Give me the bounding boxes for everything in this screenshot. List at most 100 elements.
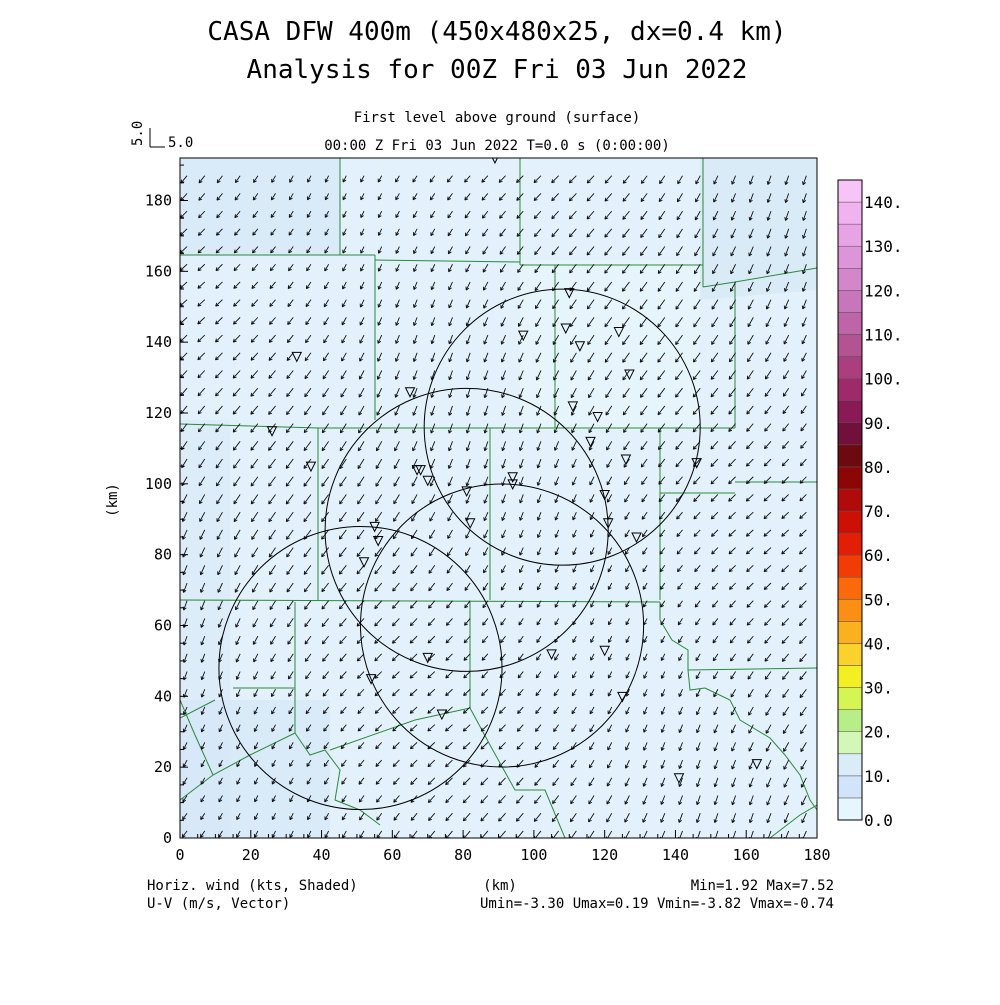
wind-vector: [694, 228, 701, 239]
wind-vector: [586, 299, 595, 310]
wind-vector: [500, 600, 506, 609]
wind-vector: [766, 813, 772, 824]
wind-vector: [324, 795, 330, 803]
wind-vector: [711, 281, 719, 292]
wind-vector: [534, 724, 542, 732]
wind-vector: [197, 387, 206, 397]
wind-vector: [321, 600, 329, 610]
wind-vector: [516, 795, 524, 804]
wind-vector: [236, 706, 241, 715]
wind-vector: [338, 547, 347, 558]
wind-vector: [678, 795, 683, 805]
wind-vector: [728, 582, 736, 590]
wind-vector: [500, 635, 506, 644]
wind-vector: [590, 618, 595, 626]
wind-vector: [268, 547, 276, 558]
wind-vector: [500, 582, 506, 591]
colorbar-segment: [837, 268, 863, 291]
wind-vector: [607, 671, 613, 679]
wind-vector: [376, 423, 383, 434]
wind-vector: [481, 210, 489, 219]
wind-vector: [747, 317, 754, 328]
wind-vector: [340, 370, 347, 380]
colorbar-label: 40.: [864, 634, 893, 653]
wind-vector: [534, 263, 542, 274]
wind-vector: [356, 529, 365, 540]
wind-vector: [446, 565, 453, 574]
wind-vector: [571, 724, 577, 733]
wind-vector: [200, 635, 206, 646]
wind-vector: [339, 618, 347, 627]
wind-vector: [695, 795, 701, 806]
colorbar-segment: [837, 223, 863, 247]
wind-vector: [748, 742, 754, 752]
wind-vector: [712, 264, 719, 275]
wind-vector: [464, 193, 471, 201]
colorbar-segment: [837, 179, 863, 203]
wind-vector: [448, 405, 453, 416]
wind-vector: [215, 317, 223, 325]
wind-vector: [570, 795, 577, 805]
wind-vector: [572, 547, 577, 556]
wind-vector: [658, 193, 666, 203]
wind-vector: [552, 742, 560, 751]
wind-vector: [534, 281, 542, 292]
wind-vector: [640, 405, 648, 416]
wind-vector: [782, 706, 790, 716]
wind-vector: [322, 688, 329, 697]
wind-vector: [430, 317, 436, 327]
wind-vector: [285, 441, 294, 451]
wind-vector: [356, 511, 365, 522]
wind-vector: [606, 812, 613, 823]
wind-vector: [447, 228, 453, 237]
wind-vector: [356, 653, 365, 662]
wind-vector: [430, 210, 436, 219]
wind-vector: [463, 671, 471, 679]
wind-vector: [483, 317, 489, 327]
wind-vector: [218, 759, 223, 768]
wind-vector: [321, 635, 329, 645]
wind-vector: [639, 334, 648, 346]
station-marker: [673, 773, 685, 784]
wind-vector: [518, 600, 524, 608]
colorbar-segment: [837, 576, 863, 600]
wind-vector: [589, 706, 595, 715]
wind-vector: [604, 299, 613, 310]
wind-vector: [535, 688, 542, 697]
wind-vector: [377, 210, 383, 218]
wind-vector: [251, 529, 259, 540]
wind-vector: [766, 210, 772, 221]
wind-vector: [448, 264, 453, 273]
wind-vector: [286, 352, 294, 362]
colorbar-label: 30.: [864, 679, 893, 698]
y-tick-label: 140: [145, 333, 172, 351]
wind-vector: [197, 334, 206, 343]
wind-vector: [250, 334, 259, 343]
station-marker: [567, 401, 579, 413]
wind-vector: [339, 635, 347, 645]
wind-vector: [198, 458, 206, 469]
wind-vector: [712, 618, 719, 626]
wind-vector: [483, 299, 489, 309]
wind-vector: [657, 263, 666, 274]
wind-vector: [462, 706, 471, 714]
wind-vector: [660, 813, 666, 823]
wind-vector: [429, 175, 436, 183]
colorbar-segment: [837, 356, 863, 379]
wind-vector: [729, 334, 736, 345]
wind-vector: [586, 281, 595, 292]
wind-vector: [783, 759, 790, 770]
wind-vector: [288, 210, 294, 218]
wind-vector: [236, 759, 241, 768]
wind-vector: [571, 405, 577, 416]
wind-vector: [218, 812, 223, 820]
wind-vector: [357, 688, 365, 697]
x-tick-label: 20: [242, 846, 260, 864]
wind-vector: [483, 423, 489, 434]
wind-vector: [374, 706, 383, 714]
wind-vector: [498, 175, 506, 183]
wind-vector: [606, 494, 613, 503]
wind-vector: [321, 565, 329, 575]
colorbar-segment: [837, 201, 863, 225]
wind-vector: [748, 777, 754, 788]
